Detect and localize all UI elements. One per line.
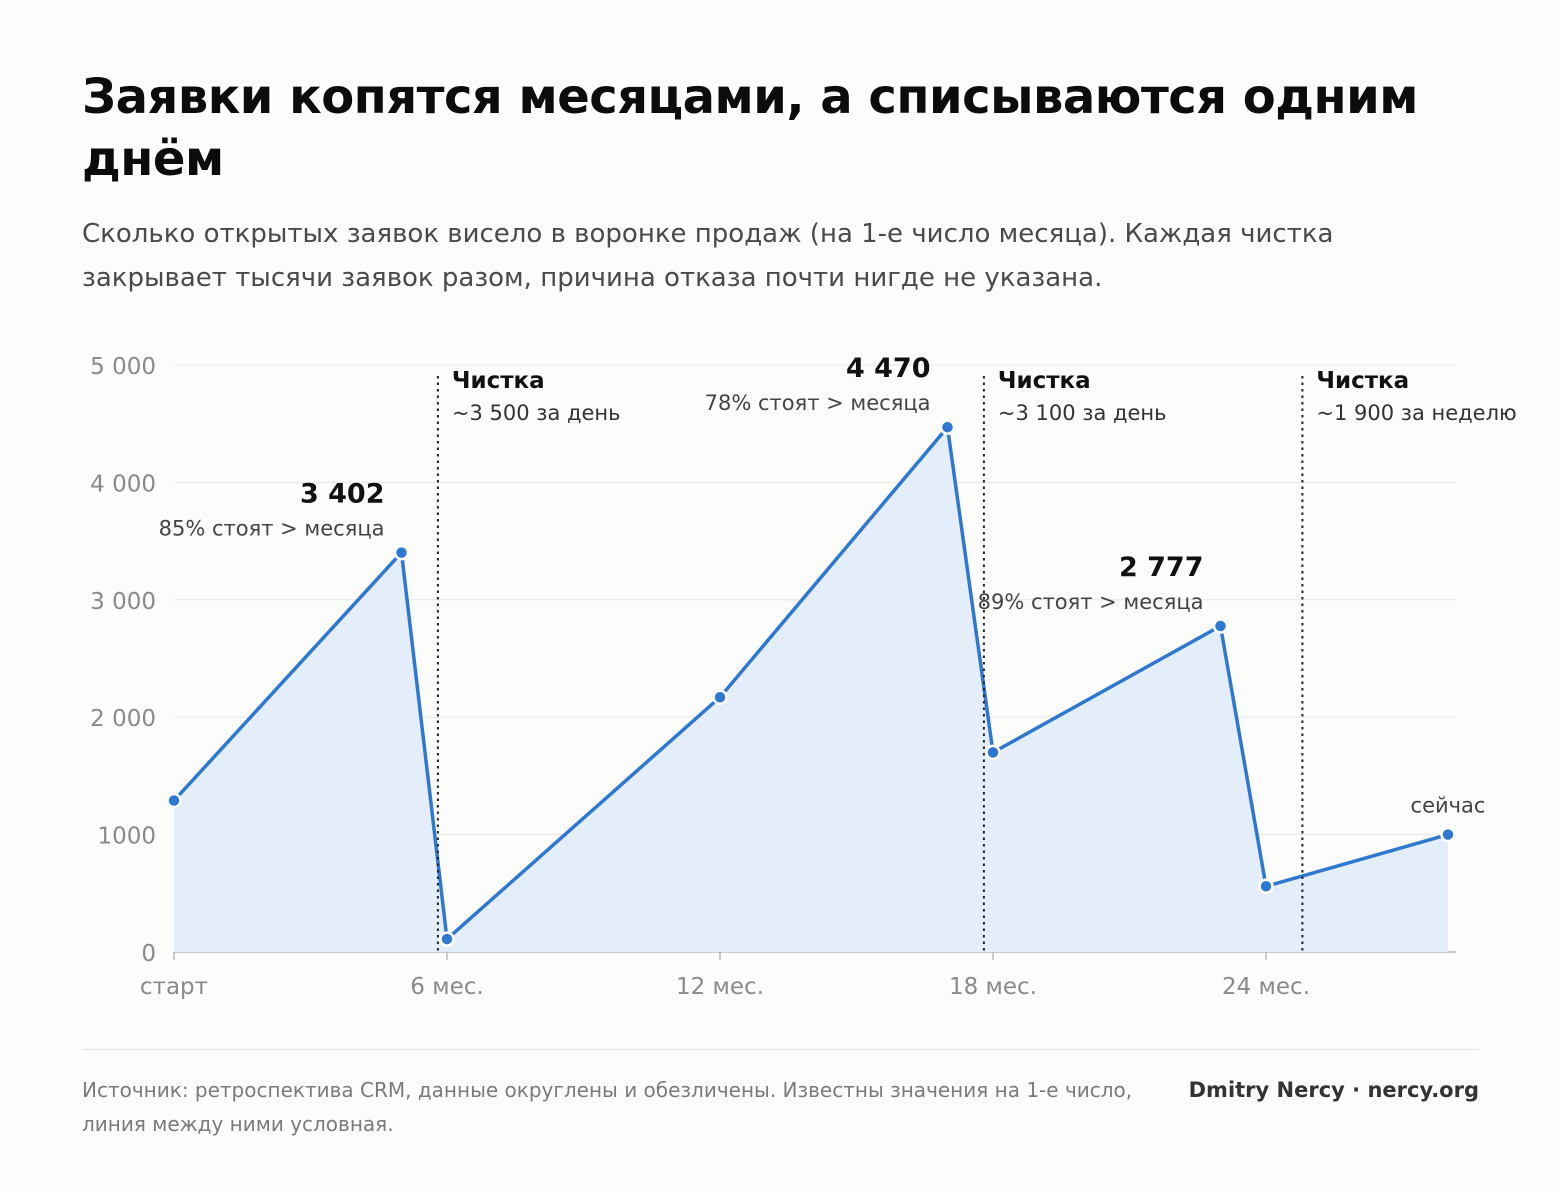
cleanup-markers: Чистка ~3 500 за день Чистка ~3 100 за день… <box>436 368 1517 952</box>
chart-subtitle: Сколько открытых заявок висело в воронке… <box>82 219 1334 293</box>
area-fill <box>174 427 1448 952</box>
y-tick-label: 0 <box>141 941 156 967</box>
cleanup-note: ~3 100 за день <box>998 401 1167 425</box>
peak-value-label: 2 777 <box>1119 552 1204 583</box>
cleanup-note: ~1 900 за неделю <box>1316 401 1516 425</box>
data-point <box>985 744 1001 761</box>
x-tick-label: 12 мес. <box>676 974 764 1000</box>
x-tick-label: старт <box>140 974 208 1000</box>
source-note: Источник: ретроспектива CRM, данные окру… <box>82 1078 1133 1136</box>
y-axis: 0 1000 2 000 3 000 4 000 5 000 <box>90 354 156 967</box>
data-point <box>166 792 182 809</box>
cleanup-title: Чистка <box>452 368 545 394</box>
cleanup-title: Чистка <box>998 368 1091 394</box>
data-point <box>712 689 728 705</box>
author-credit: Dmitry Nercy · nercy.org <box>1188 1078 1479 1102</box>
data-point <box>939 419 956 435</box>
cleanup-note: ~3 500 за день <box>452 401 621 425</box>
peak-value-label: 3 402 <box>300 479 385 510</box>
x-tick-label: 18 мес. <box>949 974 1037 1000</box>
y-tick-label: 4 000 <box>90 471 156 497</box>
now-label: сейчас <box>1411 794 1486 818</box>
x-tick-label: 6 мес. <box>410 974 483 1000</box>
y-tick-label: 1000 <box>97 824 156 850</box>
data-point <box>1212 618 1229 634</box>
data-point <box>439 931 455 947</box>
chart-title: Заявки копятся месяцами, а списываются о… <box>82 69 1419 187</box>
data-labels: 3 402 85% стоят > месяца 4 470 78% стоят > … <box>159 353 1486 817</box>
peak-note-label: 89% стоят > месяца <box>978 590 1204 614</box>
peak-note-label: 78% стоят > месяца <box>705 391 931 415</box>
data-point <box>1440 826 1456 843</box>
y-tick-label: 5 000 <box>90 354 156 380</box>
data-point <box>1258 878 1274 895</box>
footer-divider <box>82 1049 1479 1050</box>
y-tick-label: 2 000 <box>90 706 156 732</box>
y-tick-label: 3 000 <box>90 589 156 615</box>
x-tick-label: 24 мес. <box>1222 974 1310 1000</box>
peak-value-label: 4 470 <box>846 353 931 384</box>
peak-note-label: 85% стоят > месяца <box>159 517 385 541</box>
data-point <box>393 544 410 561</box>
cleanup-title: Чистка <box>1316 368 1409 394</box>
area-chart: 0 1000 2 000 3 000 4 000 5 000 старт 6 мес. 12 … <box>90 353 1517 1000</box>
data-points <box>166 419 1456 947</box>
x-axis: старт 6 мес. 12 мес. 18 мес. 24 мес. <box>140 952 1310 1000</box>
